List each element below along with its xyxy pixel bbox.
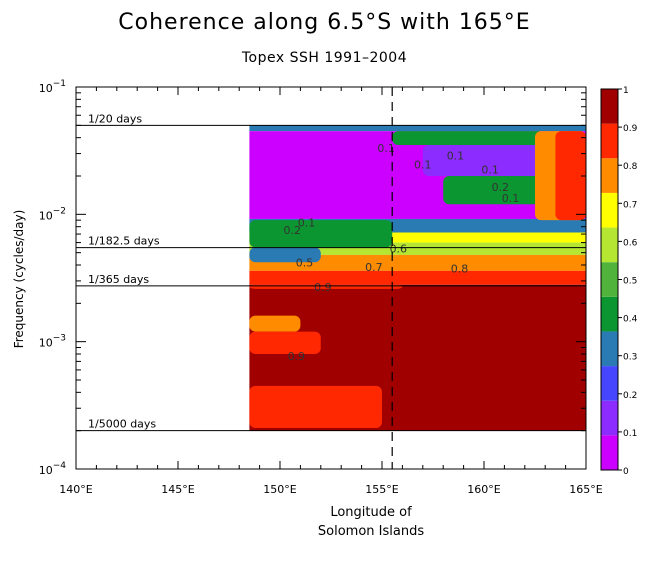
coherence-patch-8 — [443, 176, 546, 205]
coherence-patch-3 — [249, 385, 382, 428]
colorbar-label-2: 0.2 — [623, 391, 637, 401]
coherence-patch-10 — [555, 131, 586, 221]
contour-label-1: 0.1 — [447, 149, 465, 162]
contour-label-7: 0.2 — [283, 224, 301, 237]
coherence-patch-7 — [422, 145, 546, 177]
colorbar-label-9: 0.9 — [623, 124, 638, 134]
chart-title: Coherence along 6.5°S with 165°E — [118, 10, 531, 35]
y-tick-label-0: 10−1 — [39, 79, 66, 95]
colorbar-swatch-1 — [601, 400, 618, 436]
colorbar-swatch-5 — [601, 262, 618, 297]
coherence-patch-6 — [392, 131, 546, 146]
x-tick-label-1: 145°E — [161, 483, 194, 496]
contour-label-2: 0.1 — [414, 158, 432, 171]
plot-frame — [75, 86, 587, 470]
colorbar-label-3: 0.3 — [623, 353, 637, 363]
x-tick-label-4: 160°E — [467, 483, 500, 496]
colorbar-label-0: 0 — [623, 467, 629, 477]
colorbar-swatch-2 — [601, 366, 618, 401]
contour-label-9: 0.6 — [390, 243, 408, 256]
colorbar: 0 0.1 0.2 0.3 0.4 0.5 0.6 0.7 0.8 0.9 1 — [600, 86, 638, 477]
colorbar-swatch-6 — [601, 227, 618, 263]
colorbar-label-7: 0.7 — [623, 200, 637, 210]
x-axis-label-line-1: Longitude of — [330, 505, 412, 520]
coherence-patch-5 — [249, 247, 321, 263]
colorbar-label-4: 0.4 — [623, 315, 638, 325]
contour-label-4: 0.1 — [502, 192, 520, 205]
x-tick-label-2: 150°E — [263, 483, 296, 496]
y-tick-label-1: 10−2 — [39, 206, 66, 222]
colorbar-swatch-7 — [601, 192, 618, 228]
contour-label-11: 0.8 — [451, 262, 469, 275]
y-tick-label-2: 10−3 — [39, 334, 66, 350]
coherence-band-0 — [249, 125, 586, 132]
contour-label-10: 0.7 — [365, 261, 383, 274]
period-label-1: 1/182.5 days — [88, 235, 160, 248]
coherence-band-3 — [249, 232, 586, 243]
period-label-2: 1/365 days — [88, 273, 149, 286]
colorbar-label-10: 1 — [623, 86, 629, 96]
colorbar-label-8: 0.8 — [623, 162, 638, 172]
colorbar-label-1: 0.1 — [623, 429, 637, 439]
colorbar-swatch-10 — [601, 89, 618, 124]
colorbar-swatch-8 — [601, 158, 618, 193]
contour-label-6: 0.1 — [298, 217, 316, 230]
x-axis-label-line-2: Solomon Islands — [318, 524, 424, 539]
coherence-patch-1 — [249, 315, 301, 332]
contour-label-5: 0.2 — [492, 181, 510, 194]
x-tick-label-5: 165°E — [569, 483, 602, 496]
contour-label-8: 0.5 — [296, 256, 314, 269]
colorbar-swatch-9 — [601, 123, 618, 159]
y-tick-label-3: 10−4 — [39, 461, 67, 477]
period-label-3: 1/5000 days — [88, 418, 156, 431]
period-label-0: 1/20 days — [88, 112, 142, 125]
colorbar-swatch-3 — [601, 331, 618, 367]
coherence-band-6 — [249, 270, 586, 285]
colorbar-label-6: 0.6 — [623, 238, 638, 248]
period-lines: 1/20 days 1/182.5 days 1/365 days 1/5000 da… — [76, 87, 586, 469]
coherence-band-5 — [249, 254, 586, 271]
axes: 140°E 145°E 150°E 155°E 160°E 165°E 10−1 10−2 10… — [39, 79, 603, 496]
contour-label-13: 0.9 — [288, 350, 306, 363]
y-axis-label: Frequency (cycles/day) — [12, 210, 26, 349]
contour-label-0: 0.1 — [377, 142, 395, 155]
colorbar-swatch-4 — [601, 296, 618, 332]
contour-label-12: 0.9 — [314, 281, 332, 294]
colorbar-label-5: 0.5 — [623, 277, 637, 287]
coherence-patch-2 — [249, 331, 321, 355]
x-tick-label-3: 155°E — [365, 483, 398, 496]
coherence-patch-4 — [249, 220, 393, 248]
coherence-field: 0.10.10.1 0.10.10.20.10.20.50.60.7 0.80.90… — [249, 125, 586, 431]
chart-subtitle: Topex SSH 1991–2004 — [241, 50, 408, 66]
x-tick-label-0: 140°E — [59, 483, 92, 496]
contour-label-3: 0.1 — [481, 163, 499, 176]
colorbar-swatch-0 — [601, 435, 618, 470]
